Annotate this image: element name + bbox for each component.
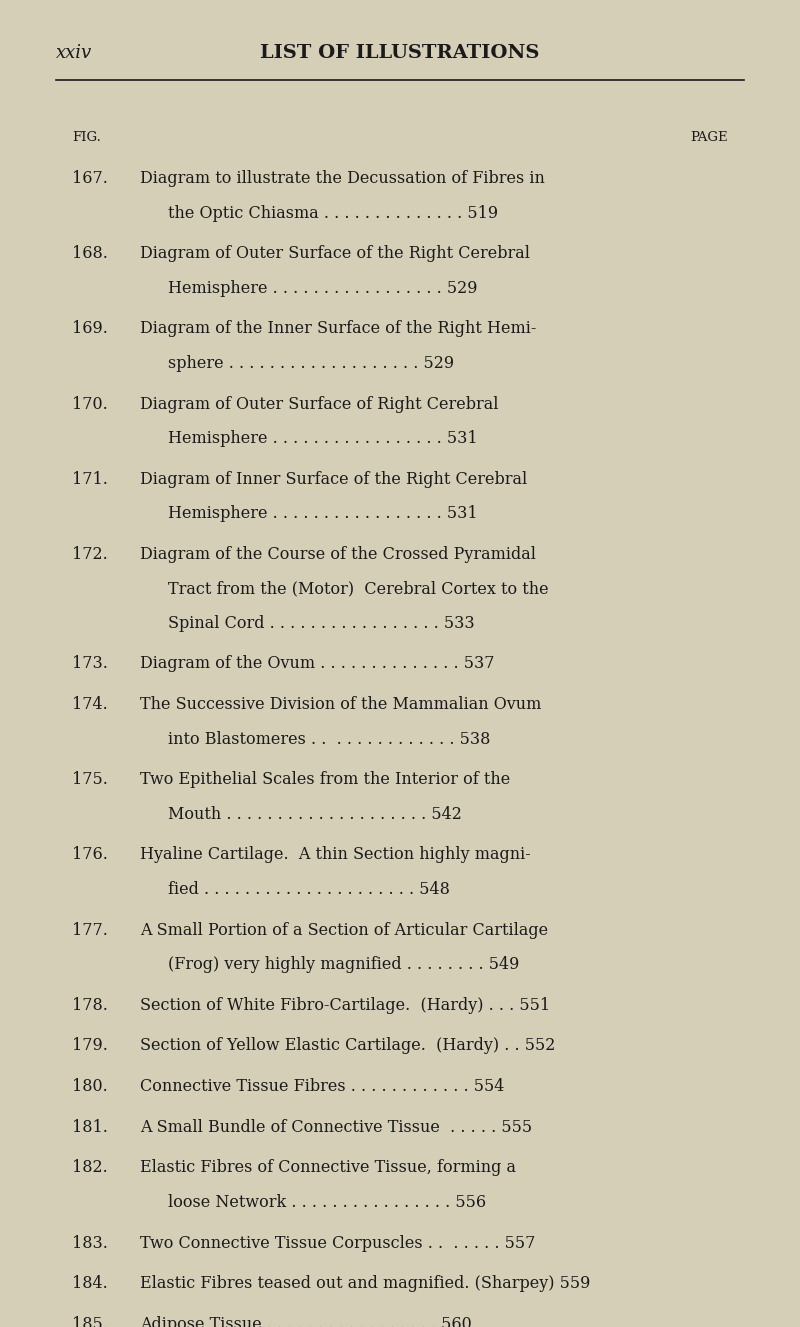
Text: Tract from the (Motor)  Cerebral Cortex to the: Tract from the (Motor) Cerebral Cortex t… <box>168 580 549 597</box>
Text: 178.: 178. <box>72 997 108 1014</box>
Text: 184.: 184. <box>72 1275 108 1292</box>
Text: into Blastomeres . .  . . . . . . . . . . . . 538: into Blastomeres . . . . . . . . . . . .… <box>168 731 490 747</box>
Text: 175.: 175. <box>72 771 108 788</box>
Text: (Frog) very highly magnified . . . . . . . . 549: (Frog) very highly magnified . . . . . .… <box>168 955 519 973</box>
Text: The Successive Division of the Mammalian Ovum: The Successive Division of the Mammalian… <box>140 697 542 713</box>
Text: Hemisphere . . . . . . . . . . . . . . . . . 531: Hemisphere . . . . . . . . . . . . . . .… <box>168 506 478 523</box>
Text: fied . . . . . . . . . . . . . . . . . . . . . 548: fied . . . . . . . . . . . . . . . . . .… <box>168 881 450 898</box>
Text: Diagram to illustrate the Decussation of Fibres in: Diagram to illustrate the Decussation of… <box>140 170 545 187</box>
Text: 174.: 174. <box>72 697 108 713</box>
Text: 180.: 180. <box>72 1078 108 1095</box>
Text: 170.: 170. <box>72 395 108 413</box>
Text: Diagram of Inner Surface of the Right Cerebral: Diagram of Inner Surface of the Right Ce… <box>140 471 527 488</box>
Text: Adipose Tissue . . . . . . . . . . . . . . . . . 560: Adipose Tissue . . . . . . . . . . . . .… <box>140 1316 472 1327</box>
Text: Diagram of Outer Surface of the Right Cerebral: Diagram of Outer Surface of the Right Ce… <box>140 245 530 263</box>
Text: Hemisphere . . . . . . . . . . . . . . . . . 531: Hemisphere . . . . . . . . . . . . . . .… <box>168 430 478 447</box>
Text: Spinal Cord . . . . . . . . . . . . . . . . . 533: Spinal Cord . . . . . . . . . . . . . . … <box>168 614 474 632</box>
Text: Hyaline Cartilage.  A thin Section highly magni-: Hyaline Cartilage. A thin Section highly… <box>140 847 530 864</box>
Text: Section of White Fibro-Cartilage.  (Hardy) . . . 551: Section of White Fibro-Cartilage. (Hardy… <box>140 997 550 1014</box>
Text: loose Network . . . . . . . . . . . . . . . . 556: loose Network . . . . . . . . . . . . . … <box>168 1194 486 1210</box>
Text: Connective Tissue Fibres . . . . . . . . . . . . 554: Connective Tissue Fibres . . . . . . . .… <box>140 1078 504 1095</box>
Text: FIG.: FIG. <box>72 130 101 143</box>
Text: Two Epithelial Scales from the Interior of the: Two Epithelial Scales from the Interior … <box>140 771 510 788</box>
Text: 172.: 172. <box>72 545 108 563</box>
Text: Diagram of the Ovum . . . . . . . . . . . . . . 537: Diagram of the Ovum . . . . . . . . . . … <box>140 656 494 673</box>
Text: Diagram of Outer Surface of Right Cerebral: Diagram of Outer Surface of Right Cerebr… <box>140 395 498 413</box>
Text: 173.: 173. <box>72 656 108 673</box>
Text: the Optic Chiasma . . . . . . . . . . . . . . 519: the Optic Chiasma . . . . . . . . . . . … <box>168 204 498 222</box>
Text: 169.: 169. <box>72 321 108 337</box>
Text: 177.: 177. <box>72 921 108 938</box>
Text: PAGE: PAGE <box>690 130 728 143</box>
Text: 185.: 185. <box>72 1316 108 1327</box>
Text: Elastic Fibres of Connective Tissue, forming a: Elastic Fibres of Connective Tissue, for… <box>140 1160 516 1177</box>
Text: 179.: 179. <box>72 1038 108 1055</box>
Text: 167.: 167. <box>72 170 108 187</box>
Text: 182.: 182. <box>72 1160 108 1177</box>
Text: 168.: 168. <box>72 245 108 263</box>
Text: Diagram of the Course of the Crossed Pyramidal: Diagram of the Course of the Crossed Pyr… <box>140 545 536 563</box>
Text: 176.: 176. <box>72 847 108 864</box>
Text: Diagram of the Inner Surface of the Right Hemi-: Diagram of the Inner Surface of the Righ… <box>140 321 536 337</box>
Text: sphere . . . . . . . . . . . . . . . . . . . 529: sphere . . . . . . . . . . . . . . . . .… <box>168 354 454 372</box>
Text: Hemisphere . . . . . . . . . . . . . . . . . 529: Hemisphere . . . . . . . . . . . . . . .… <box>168 280 478 297</box>
Text: xxiv: xxiv <box>56 44 92 62</box>
Text: Section of Yellow Elastic Cartilage.  (Hardy) . . 552: Section of Yellow Elastic Cartilage. (Ha… <box>140 1038 555 1055</box>
Text: 171.: 171. <box>72 471 108 488</box>
Text: Elastic Fibres teased out and magnified. (Sharpey) 559: Elastic Fibres teased out and magnified.… <box>140 1275 590 1292</box>
Text: Two Connective Tissue Corpuscles . .  . . . . . 557: Two Connective Tissue Corpuscles . . . .… <box>140 1234 535 1251</box>
Text: A Small Bundle of Connective Tissue  . . . . . 555: A Small Bundle of Connective Tissue . . … <box>140 1119 532 1136</box>
Text: 183.: 183. <box>72 1234 108 1251</box>
Text: 181.: 181. <box>72 1119 108 1136</box>
Text: Mouth . . . . . . . . . . . . . . . . . . . . 542: Mouth . . . . . . . . . . . . . . . . . … <box>168 805 462 823</box>
Text: LIST OF ILLUSTRATIONS: LIST OF ILLUSTRATIONS <box>260 44 540 62</box>
Text: A Small Portion of a Section of Articular Cartilage: A Small Portion of a Section of Articula… <box>140 921 548 938</box>
